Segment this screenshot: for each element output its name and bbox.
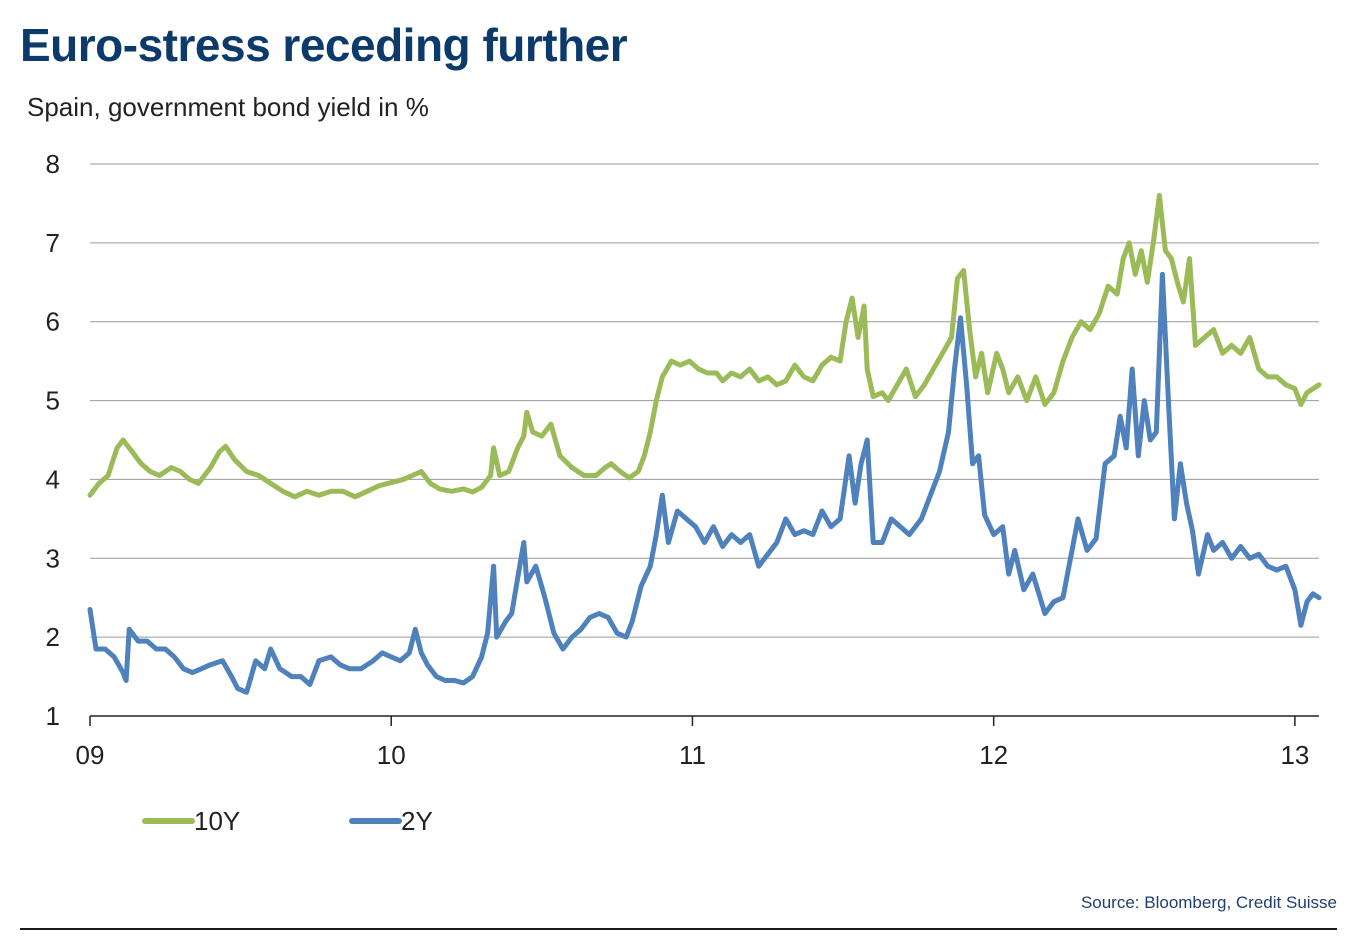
y-tick-label: 6 — [46, 307, 60, 337]
y-tick-label: 4 — [46, 464, 60, 494]
x-tick-label: 10 — [377, 740, 406, 770]
source-note: Source: Bloomberg, Credit Suisse — [1080, 893, 1337, 912]
y-axis-tick-labels: 1 2 3 4 5 6 7 8 — [46, 149, 60, 731]
y-tick-label: 1 — [46, 701, 60, 731]
legend-label-2y: 2Y — [401, 806, 433, 836]
legend: 10Y 2Y — [142, 806, 433, 836]
x-tick-label: 09 — [76, 740, 105, 770]
x-tick-label: 13 — [1280, 740, 1309, 770]
chart-title: Euro-stress receding further — [20, 19, 628, 71]
chart-subtitle: Spain, government bond yield in % — [27, 92, 429, 122]
bottom-divider — [20, 928, 1337, 930]
y-tick-label: 7 — [46, 228, 60, 258]
x-axis: 09 10 11 12 13 — [76, 715, 1319, 770]
y-tick-label: 8 — [46, 149, 60, 179]
x-tick-label: 11 — [679, 740, 706, 770]
y-tick-label: 2 — [46, 622, 60, 652]
y-tick-label: 5 — [46, 386, 60, 416]
legend-label-10y: 10Y — [194, 806, 240, 836]
series-lines — [87, 193, 1322, 695]
series-line-10y — [87, 193, 1322, 500]
y-tick-label: 3 — [46, 543, 60, 573]
x-tick-label: 12 — [979, 740, 1008, 770]
series-line-2y — [87, 271, 1322, 695]
gridlines — [90, 163, 1319, 638]
